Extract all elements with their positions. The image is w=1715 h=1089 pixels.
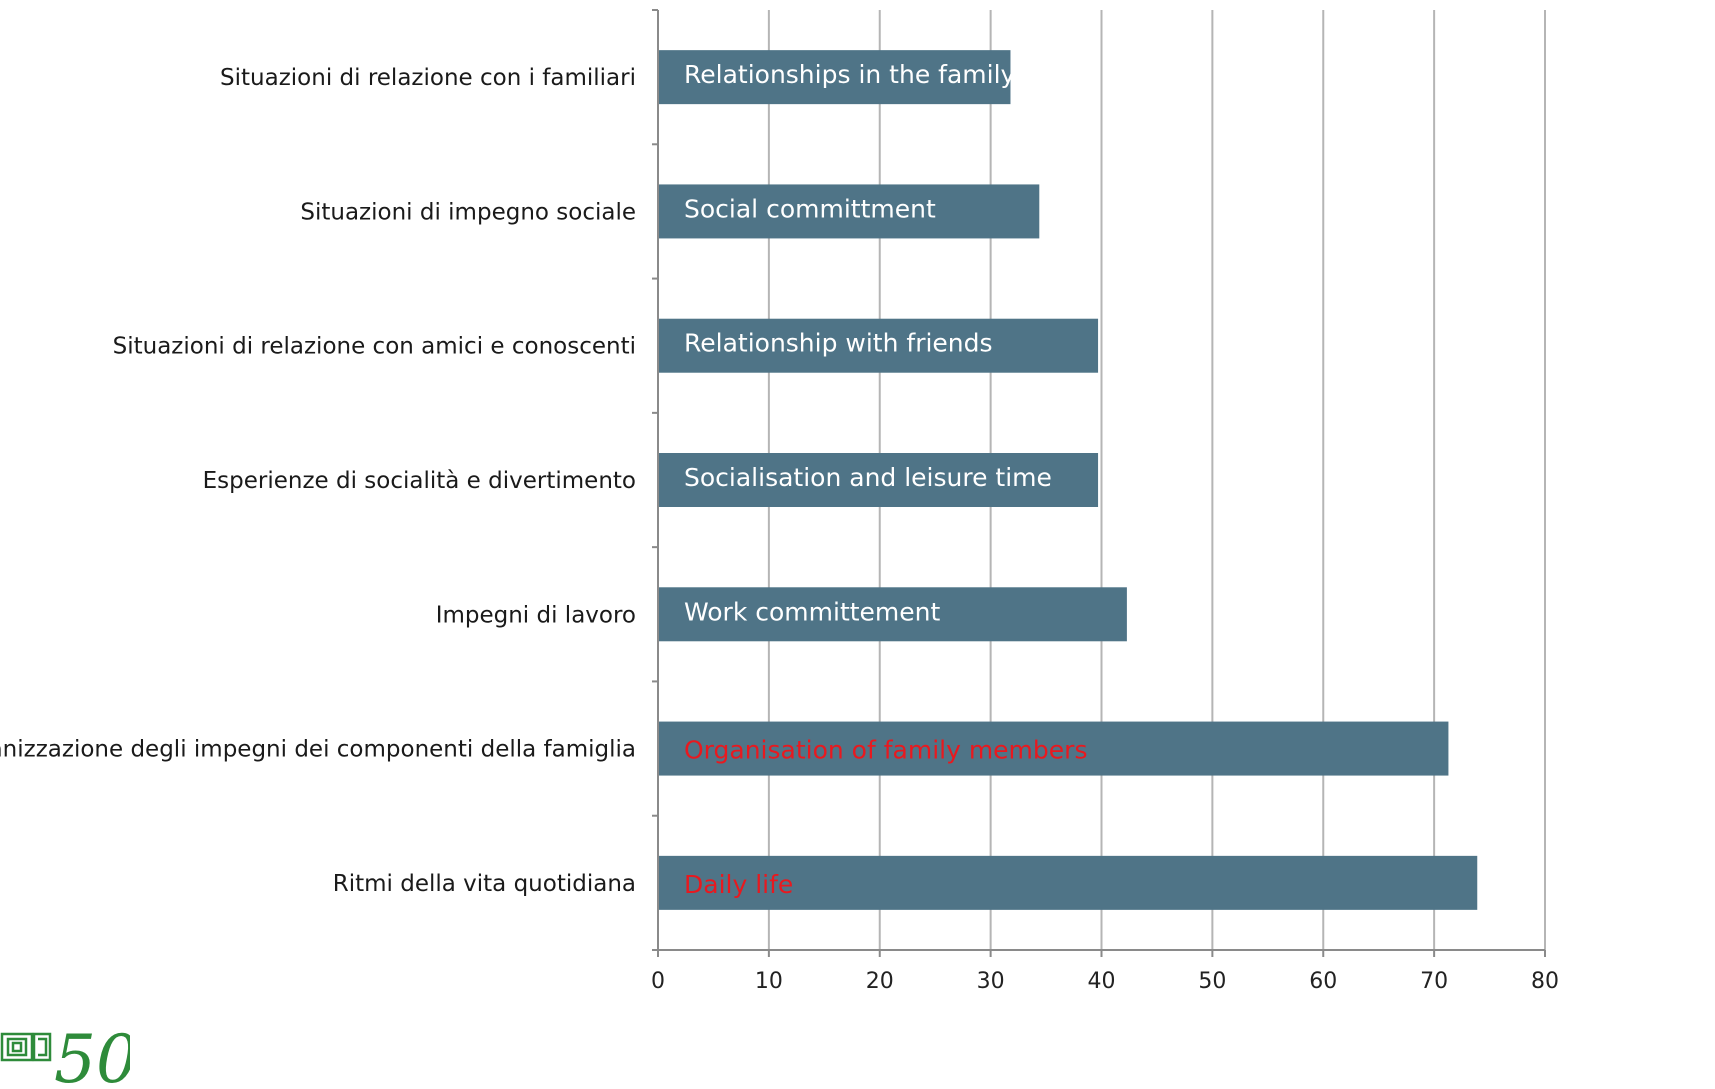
- category-label-0: Situazioni di relazione con i familiari: [220, 65, 636, 91]
- bar-4: [659, 587, 1127, 642]
- category-label-6: Ritmi della vita quotidiana: [333, 871, 636, 897]
- bar-label-3: Socialisation and leisure time: [684, 463, 1052, 492]
- bar-1: [659, 184, 1040, 239]
- bar-label-5: Organisation of family members: [684, 736, 1087, 765]
- logo-text: 50: [54, 1021, 130, 1089]
- bar-label-1: Social committment: [684, 194, 936, 223]
- x-tick-label-0: 0: [651, 969, 665, 994]
- x-tick-label-5: 50: [1198, 969, 1226, 994]
- x-tick-label-6: 60: [1309, 969, 1337, 994]
- category-label-5: Organizzazione degli impegni dei compone…: [0, 737, 636, 763]
- x-tick-label-2: 20: [866, 969, 894, 994]
- bar-label-6: Daily life: [684, 870, 793, 899]
- bar-3: [659, 453, 1099, 507]
- x-tick-label-1: 10: [755, 969, 783, 994]
- bar-2: [659, 318, 1099, 373]
- category-label-4: Impegni di lavoro: [436, 602, 636, 628]
- x-tick-label-8: 80: [1531, 969, 1559, 994]
- anniversary-50-logo-icon: 50: [0, 1012, 130, 1089]
- bar-label-4: Work committement: [684, 597, 941, 626]
- bar-label-2: Relationship with friends: [684, 329, 993, 358]
- category-label-1: Situazioni di impegno sociale: [300, 199, 636, 225]
- x-tick-label-4: 40: [1088, 969, 1116, 994]
- category-label-2: Situazioni di relazione con amici e cono…: [113, 334, 636, 360]
- category-label-3: Esperienze di socialità e divertimento: [203, 468, 636, 494]
- bar-0: [659, 50, 1011, 105]
- x-tick-label-3: 30: [977, 969, 1005, 994]
- bar-label-0: Relationships in the family: [684, 60, 1016, 89]
- bar-6: [659, 855, 1478, 910]
- x-tick-label-7: 70: [1420, 969, 1448, 994]
- bar-5: [659, 721, 1449, 776]
